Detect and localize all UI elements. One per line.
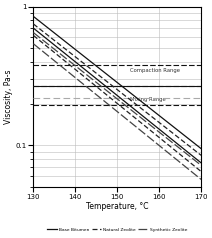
- X-axis label: Temperature, °C: Temperature, °C: [86, 202, 149, 211]
- Text: Compaction Range: Compaction Range: [130, 68, 180, 73]
- Text: Mixing Range: Mixing Range: [130, 97, 166, 102]
- Y-axis label: Viscosity, Pa-s: Viscosity, Pa-s: [4, 70, 13, 124]
- Legend: Base Bitumen, Natural Zeolite, Synthetic Zeolite: Base Bitumen, Natural Zeolite, Synthetic…: [46, 226, 189, 233]
